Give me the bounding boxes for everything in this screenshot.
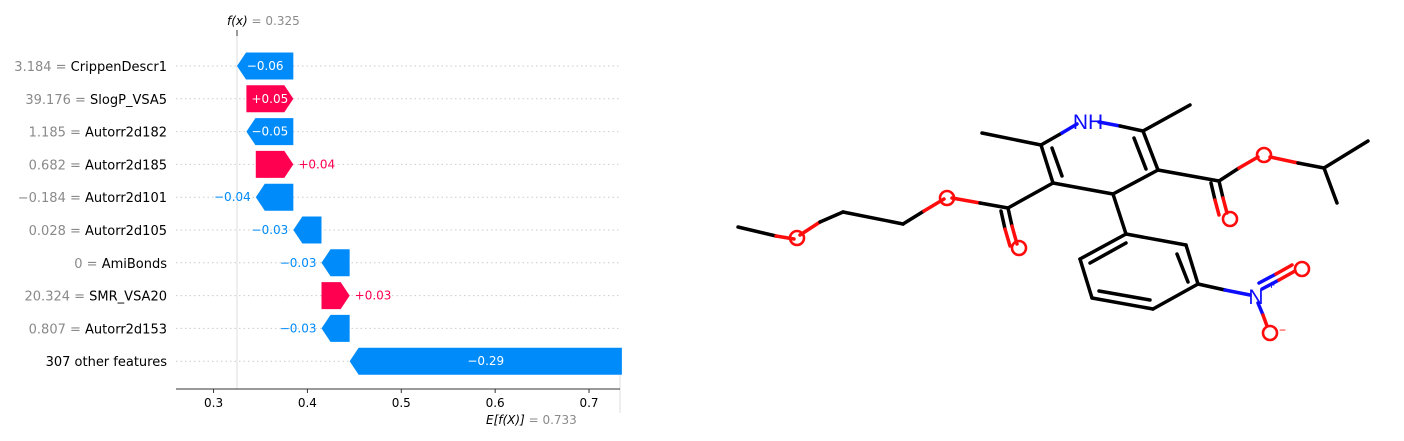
- feature-name: Autorr2d182: [85, 126, 167, 141]
- feature-name: CrippenDescr1: [71, 60, 167, 75]
- feature-name: SlogP_VSA5: [90, 93, 167, 108]
- waterfall-bar: [255, 150, 294, 178]
- waterfall-bar: [321, 314, 350, 342]
- oxygen-atom: [1010, 239, 1028, 257]
- bar-value-label: −0.03: [280, 321, 317, 335]
- feature-name: AmiBonds: [102, 257, 168, 272]
- feature-name: Autorr2d153: [85, 322, 167, 337]
- x-tick-label: 0.5: [392, 396, 411, 410]
- waterfall-bar: [246, 118, 294, 146]
- feature-label: 1.185 = Autorr2d182: [29, 126, 167, 141]
- output-value-name: f(x): [227, 14, 248, 28]
- output-value-label: f(x) = 0.325: [227, 14, 300, 28]
- x-tick-label: 0.3: [204, 396, 223, 410]
- feature-value: 0.807 =: [29, 322, 85, 337]
- feature-label: 307 other features: [46, 355, 168, 370]
- base-value-number: = 0.733: [525, 413, 577, 427]
- feature-value: 39.176 =: [25, 93, 90, 108]
- oxygen-atom: [788, 229, 806, 247]
- x-tick-label: 0.4: [298, 396, 317, 410]
- shap-waterfall-chart: −0.06 3.184 = CrippenDescr1 +0.05 39.176 = …: [14, 14, 622, 427]
- feature-value: 1.185 =: [29, 126, 85, 141]
- negative-charge-label: −: [1279, 323, 1286, 337]
- waterfall-bar: [246, 85, 294, 113]
- bar-value-label: +0.03: [355, 289, 392, 303]
- feature-label: 0 = AmiBonds: [74, 257, 167, 272]
- waterfall-bar: [321, 282, 350, 310]
- feature-value: 0.682 =: [29, 158, 85, 173]
- feature-label: 0.028 = Autorr2d105: [29, 224, 167, 239]
- oxygen-atom: [1293, 260, 1311, 278]
- base-value-label: E[f(X)] = 0.733: [486, 413, 577, 427]
- waterfall-bar: [321, 249, 350, 277]
- waterfall-bar: [293, 216, 322, 244]
- feature-label: 0.682 = Autorr2d185: [29, 158, 167, 173]
- feature-name: 307 other features: [46, 355, 168, 370]
- output-value-number: = 0.325: [248, 14, 300, 28]
- bar-value-label: −0.29: [467, 354, 504, 368]
- feature-label: 0.807 = Autorr2d153: [29, 322, 167, 337]
- feature-label: 20.324 = SMR_VSA20: [25, 290, 167, 305]
- feature-value: 20.324 =: [25, 290, 90, 305]
- waterfall-bar: [255, 183, 294, 211]
- molecule-structure: NH N + −: [736, 103, 1370, 342]
- feature-value: 0 =: [74, 257, 101, 272]
- feature-value: 3.184 =: [14, 60, 70, 75]
- feature-name: Autorr2d105: [85, 224, 167, 239]
- bar-value-label: +0.04: [298, 157, 335, 171]
- feature-name: SMR_VSA20: [89, 290, 167, 305]
- feature-value: −0.184 =: [18, 191, 85, 206]
- bar-value-label: −0.03: [280, 256, 317, 270]
- feature-name: Autorr2d185: [85, 158, 167, 173]
- bar-value-label: −0.03: [252, 223, 289, 237]
- x-tick-label: 0.6: [486, 396, 505, 410]
- bar-value-label: −0.05: [251, 125, 288, 139]
- feature-label: 39.176 = SlogP_VSA5: [25, 93, 167, 108]
- oxygen-atom: [1255, 146, 1273, 164]
- nitrogen-atom-label: N: [1248, 286, 1263, 309]
- feature-label: 3.184 = CrippenDescr1: [14, 60, 167, 75]
- oxygen-atom: [1261, 324, 1279, 342]
- waterfall-bar: [349, 347, 622, 375]
- base-value-name: E[f(X)]: [486, 413, 525, 427]
- oxygen-atom: [1221, 210, 1239, 228]
- feature-value: 0.028 =: [29, 224, 85, 239]
- bar-value-label: +0.05: [251, 92, 288, 106]
- positive-charge-label: +: [1268, 278, 1275, 292]
- waterfall-bar: [237, 52, 294, 80]
- bar-value-label: −0.04: [214, 190, 251, 204]
- feature-name: Autorr2d101: [85, 191, 167, 206]
- bar-value-label: −0.06: [247, 59, 284, 73]
- oxygen-atom: [938, 189, 956, 207]
- feature-label: −0.184 = Autorr2d101: [18, 191, 167, 206]
- nh-atom-label: NH: [1073, 111, 1103, 134]
- x-tick-label: 0.7: [579, 396, 598, 410]
